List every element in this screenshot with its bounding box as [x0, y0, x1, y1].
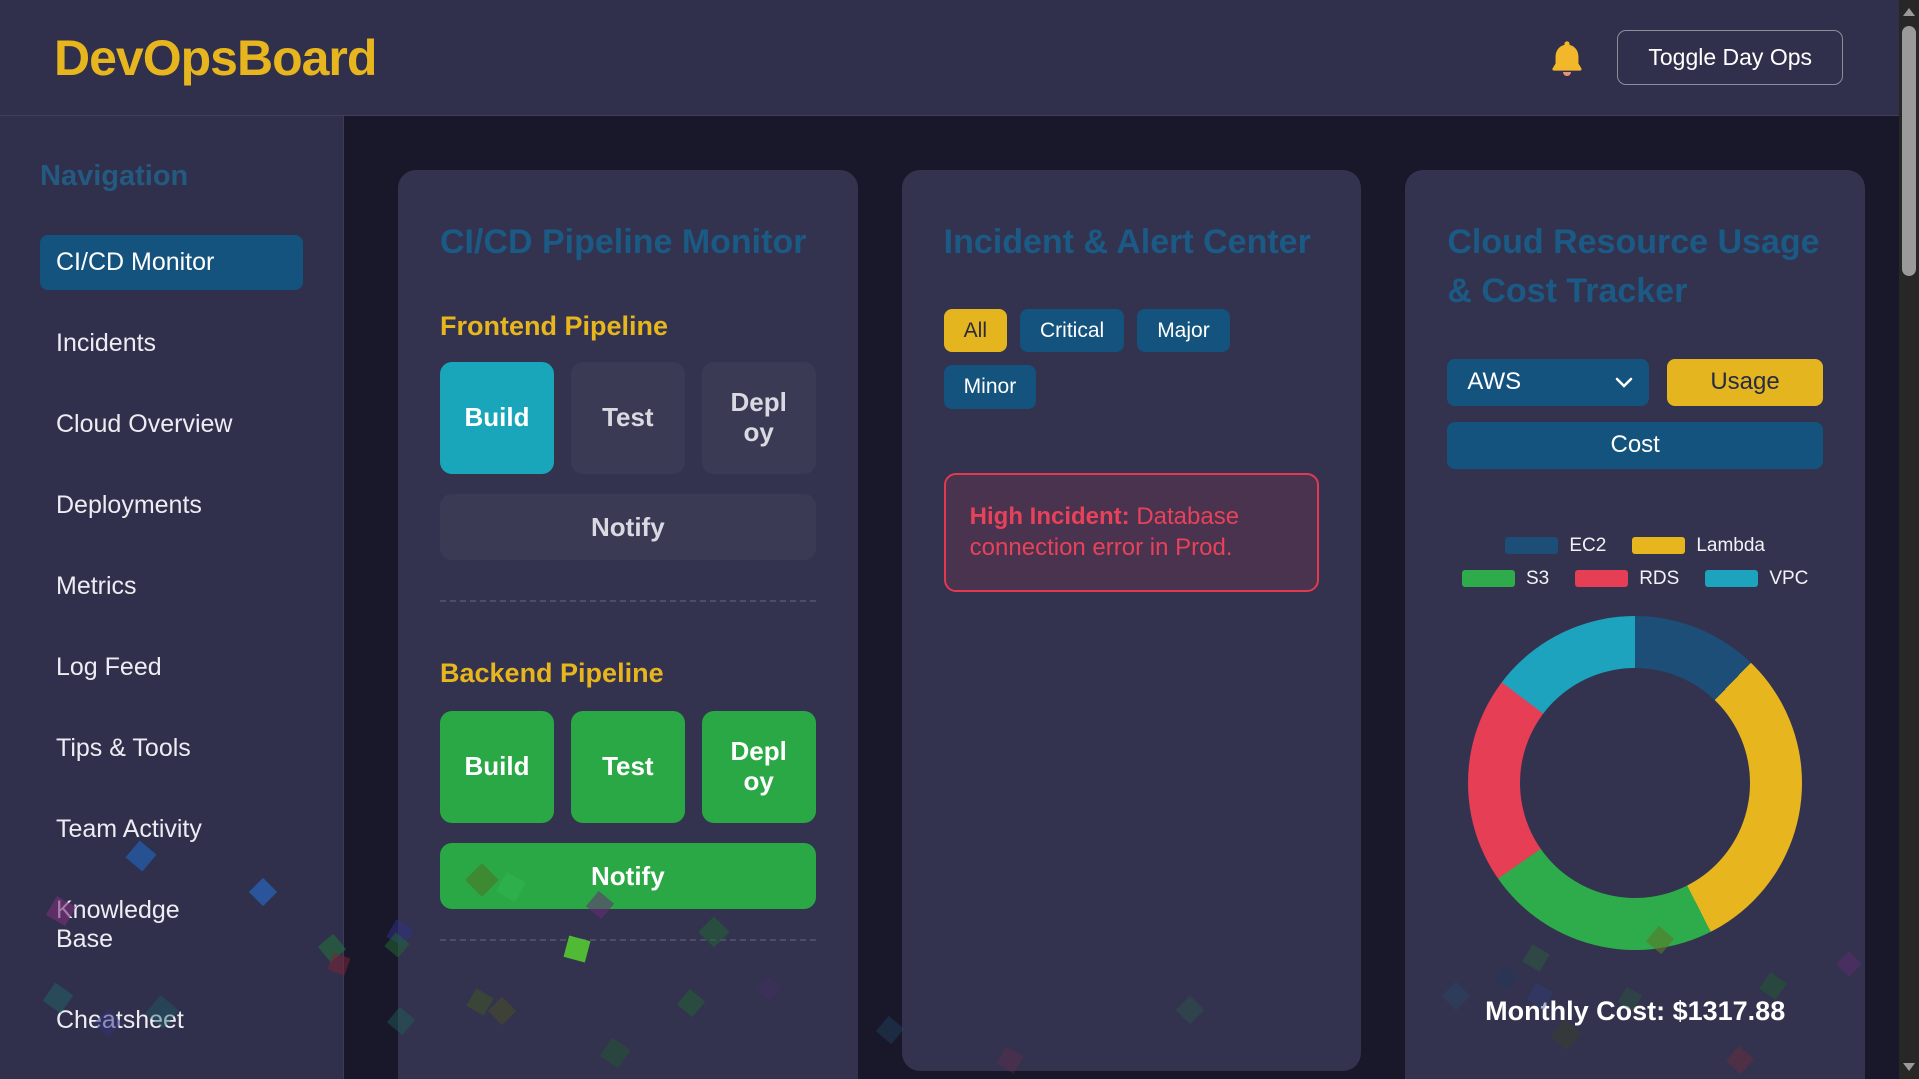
toggle-day-ops-button[interactable]: Toggle Day Ops	[1617, 30, 1843, 85]
chart-legend: EC2 Lambda S3 RDS VPC	[1447, 535, 1823, 590]
legend-item-ec2: EC2	[1505, 535, 1606, 557]
vpc-swatch	[1705, 570, 1759, 588]
ec2-swatch	[1505, 537, 1559, 555]
sidebar-item-metrics[interactable]: Metrics	[56, 572, 137, 600]
main-content: CI/CD Pipeline Monitor Frontend Pipeline…	[344, 116, 1899, 1079]
sidebar-heading: Navigation	[40, 160, 189, 192]
top-header: DevOpsBoard Toggle Day Ops	[0, 0, 1899, 116]
legend-item-s3: S3	[1461, 568, 1549, 590]
filter-minor-chip[interactable]: Minor	[943, 365, 1037, 409]
header-actions: Toggle Day Ops	[1547, 30, 1843, 85]
scrollbar-up-button[interactable]	[1899, 0, 1919, 24]
incident-alert-card: Incident & Alert Center All Critical Maj…	[901, 170, 1362, 1071]
legend-item-vpc: VPC	[1705, 568, 1808, 590]
filter-major-chip[interactable]: Major	[1137, 309, 1230, 353]
filter-critical-chip[interactable]: Critical	[1020, 309, 1125, 353]
filter-all-chip[interactable]: All	[943, 309, 1008, 353]
alert-severity-label: High Incident:	[969, 502, 1130, 530]
sidebar-item-cheatsheet[interactable]: Cheatsheet	[56, 1006, 184, 1034]
sidebar-item-cicd-monitor[interactable]: CI/CD Monitor	[40, 235, 303, 290]
cloud-resource-card: Cloud Resource Usage & Cost Tracker AWS …	[1405, 170, 1866, 1079]
frontend-notify-button[interactable]: Notify	[440, 494, 816, 561]
rds-swatch	[1575, 570, 1629, 588]
pipeline-divider-bottom	[440, 939, 816, 942]
cloud-card-title: Cloud Resource Usage & Cost Tracker	[1447, 223, 1820, 311]
donut-chart-area	[1447, 615, 1823, 950]
scrollbar-down-button[interactable]	[1899, 1055, 1919, 1079]
frontend-deploy-button[interactable]: Deploy	[701, 362, 816, 475]
sidebar-item-tips-tools[interactable]: Tips & Tools	[56, 734, 191, 762]
legend-item-rds: RDS	[1575, 568, 1679, 590]
sidebar-item-team-activity[interactable]: Team Activity	[56, 815, 202, 843]
cicd-pipeline-card: CI/CD Pipeline Monitor Frontend Pipeline…	[398, 170, 858, 1079]
sidebar-item-deployments[interactable]: Deployments	[56, 491, 202, 519]
legend-item-lambda: Lambda	[1632, 535, 1765, 557]
backend-notify-button[interactable]: Notify	[440, 843, 816, 910]
notification-bell-icon[interactable]	[1547, 38, 1587, 78]
frontend-stage-row: Build Test Deploy	[440, 362, 816, 475]
provider-select[interactable]: AWS	[1447, 358, 1649, 406]
backend-test-button[interactable]: Test	[570, 711, 685, 824]
sidebar-item-cloud-overview[interactable]: Cloud Overview	[56, 410, 233, 438]
backend-pipeline-heading: Backend Pipeline	[440, 658, 664, 689]
app-title: DevOpsBoard	[54, 29, 377, 86]
sidebar-item-knowledge-base[interactable]: Knowledge Base	[56, 896, 180, 953]
sidebar: Navigation CI/CD Monitor Incidents Cloud…	[0, 116, 344, 1079]
backend-deploy-button[interactable]: Deploy	[701, 711, 816, 824]
vertical-scrollbar[interactable]	[1899, 0, 1919, 1079]
sidebar-item-incidents[interactable]: Incidents	[56, 329, 157, 357]
severity-filter-group: All Critical Major Minor	[943, 309, 1320, 409]
incident-card-title: Incident & Alert Center	[943, 223, 1311, 261]
sidebar-item-log-feed[interactable]: Log Feed	[56, 653, 162, 681]
backend-build-button[interactable]: Build	[440, 711, 554, 824]
cloud-controls-row: AWS Usage	[1447, 358, 1824, 406]
arrow-up-icon	[1903, 8, 1915, 16]
arrow-down-icon	[1903, 1063, 1915, 1071]
chevron-down-icon	[1615, 377, 1633, 388]
frontend-pipeline-heading: Frontend Pipeline	[440, 311, 669, 342]
high-incident-alert: High Incident: Database connection error…	[943, 472, 1320, 593]
lambda-swatch	[1632, 537, 1686, 555]
monthly-cost-label: Monthly Cost: $1317.88	[1485, 995, 1786, 1026]
donut-chart	[1468, 615, 1803, 950]
backend-stage-row: Build Test Deploy	[440, 711, 816, 824]
s3-swatch	[1461, 570, 1515, 588]
alert-message: Database connection error in Prod.	[969, 502, 1240, 562]
cost-tab-button[interactable]: Cost	[1447, 421, 1824, 469]
pipeline-divider	[440, 600, 816, 603]
scrollbar-thumb[interactable]	[1902, 26, 1916, 276]
frontend-build-button[interactable]: Build	[440, 362, 554, 475]
frontend-test-button[interactable]: Test	[570, 362, 685, 475]
provider-select-value: AWS	[1467, 368, 1522, 396]
usage-tab-button[interactable]: Usage	[1666, 358, 1824, 406]
pipeline-card-title: CI/CD Pipeline Monitor	[440, 223, 807, 261]
